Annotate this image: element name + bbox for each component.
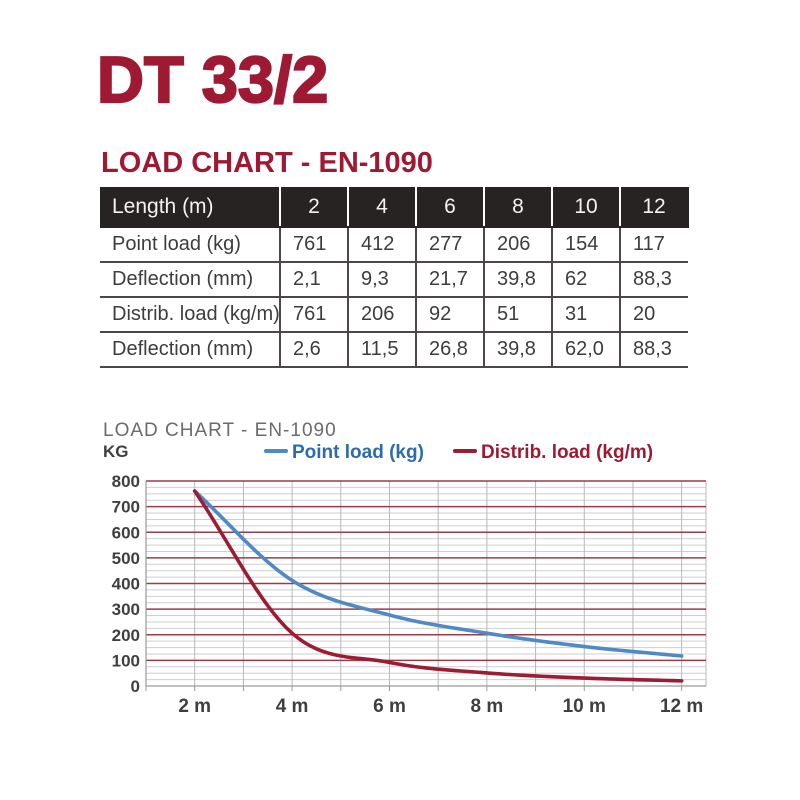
table-header-cell: 12 [619,187,689,228]
table-cell: 761 [279,226,349,263]
table-cell: 9,3 [347,261,417,298]
table-row: Distrib. load (kg/m) 761 206 92 51 31 20 [100,296,688,333]
table-cell: 117 [619,226,688,263]
legend-label-distrib-load: Distrib. load (kg/m) [481,442,654,463]
table-cell: 39,8 [483,261,553,298]
x-tick-label: 12 m [660,696,703,717]
point-load-curve [192,489,684,658]
legend-item-distrib-load: Distrib. load (kg/m) [453,443,653,463]
row-label: Point load (kg) [100,226,281,263]
x-tick-label: 8 m [470,696,503,717]
y-tick-label: 0 [131,677,140,696]
table-cell: 206 [347,296,417,333]
table-header-cell: 4 [347,187,417,228]
page-title: DT 33/2 [96,43,329,116]
table-header-cell: 6 [415,187,485,228]
distrib-load-line-sample-icon [453,449,477,454]
table-cell: 26,8 [415,331,485,368]
table-cell: 412 [347,226,417,263]
y-axis-unit-label: KG [103,442,129,461]
table-header-cell: 2 [279,187,349,228]
legend-label-point-load: Point load (kg) [292,442,424,463]
y-tick-label: 600 [112,523,140,542]
table-cell: 62,0 [551,331,621,368]
table-cell: 206 [483,226,553,263]
table-row: Point load (kg) 761 412 277 206 154 117 [100,226,688,263]
table-header-cell: 8 [483,187,553,228]
row-label: Deflection (mm) [100,261,281,298]
x-tick-label: 10 m [563,696,606,717]
y-tick-label: 700 [112,498,140,517]
table-cell: 277 [415,226,485,263]
y-tick-label: 200 [112,626,140,645]
table-cell: 20 [619,296,688,333]
table-cell: 51 [483,296,553,333]
table-cell: 31 [551,296,621,333]
row-label: Deflection (mm) [100,331,281,368]
table-cell: 62 [551,261,621,298]
plot-area: 0 100 200 300 400 500 600 700 800 2 m 4 m 6 m 8 m 10 … [112,472,707,717]
y-tick-label: 800 [112,472,140,491]
table-row: Deflection (mm) 2,6 11,5 26,8 39,8 62,0 88,3 [100,331,688,368]
table-cell: 92 [415,296,485,333]
page-subtitle: LOAD CHART - EN-1090 [101,147,433,179]
legend-item-point-load: Point load (kg) [264,443,424,463]
y-tick-label: 400 [112,575,140,594]
table-header-label: Length (m) [100,187,281,228]
table-header-cell: 10 [551,187,621,228]
table-cell: 11,5 [347,331,417,368]
point-load-line-sample-icon [264,449,288,454]
load-table: Length (m) 2 4 6 8 10 12 Point load (kg) 761 41… [100,187,689,368]
table-row: Deflection (mm) 2,1 9,3 21,7 39,8 62 88,3 [100,261,688,298]
table-header-row: Length (m) 2 4 6 8 10 12 [100,187,689,228]
table-cell: 2,1 [279,261,349,298]
row-label: Distrib. load (kg/m) [100,296,281,333]
chart-title: LOAD CHART - EN-1090 [103,420,337,441]
table-cell: 761 [279,296,349,333]
x-tick-label: 2 m [178,696,211,717]
y-tick-label: 500 [112,549,140,568]
table-cell: 88,3 [619,331,688,368]
table-cell: 21,7 [415,261,485,298]
x-tick-label: 6 m [373,696,406,717]
table-cell: 154 [551,226,621,263]
table-cell: 39,8 [483,331,553,368]
y-tick-label: 300 [112,600,140,619]
table-cell: 2,6 [279,331,349,368]
table-cell: 88,3 [619,261,688,298]
y-tick-label: 100 [112,651,140,670]
x-tick-label: 4 m [276,696,309,717]
distrib-load-curve [192,489,684,683]
